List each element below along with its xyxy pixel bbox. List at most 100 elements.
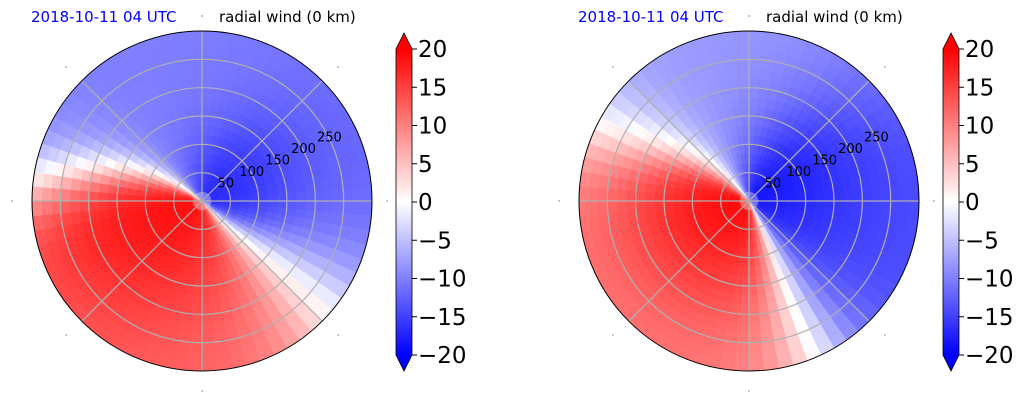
radial-tick-label: 250 xyxy=(864,130,889,145)
heatmap-cell xyxy=(201,105,211,117)
angular-tick-mark xyxy=(11,200,13,202)
heatmap-cell xyxy=(201,313,214,325)
heatmap-cell xyxy=(748,48,763,61)
heatmap-cell xyxy=(748,77,761,89)
radial-tick-label: 50 xyxy=(218,176,235,191)
colorbar-tick-label: 15 xyxy=(965,75,994,101)
heatmap-cell xyxy=(733,31,750,42)
heatmap-cell xyxy=(188,48,203,61)
heatmap-cell xyxy=(748,322,761,335)
heatmap-cell xyxy=(190,77,203,89)
heatmap-cell xyxy=(795,195,807,202)
heatmap-cell xyxy=(286,192,298,202)
heatmap-cell xyxy=(116,200,128,209)
heatmap-cell xyxy=(201,360,218,371)
heatmap-cell xyxy=(125,200,137,208)
heatmap-cell xyxy=(681,200,693,208)
heatmap-cell xyxy=(201,67,214,80)
heatmap-cell xyxy=(190,67,203,80)
angular-tick-mark xyxy=(748,15,750,17)
heatmap-cell xyxy=(741,275,750,287)
heatmap-cell xyxy=(49,187,62,202)
heatmap-cell xyxy=(870,189,883,202)
colorbar-gradient xyxy=(396,49,412,355)
colorbar-tick-label: −10 xyxy=(418,267,467,293)
heatmap-cell xyxy=(258,194,270,202)
panel-variable-title: radial wind (0 km) xyxy=(766,8,903,26)
angular-tick-mark xyxy=(612,334,614,336)
heatmap-cell xyxy=(748,115,757,127)
heatmap-cell xyxy=(201,285,211,297)
panel-variable-title: radial wind (0 km) xyxy=(219,8,356,26)
heatmap-cell xyxy=(596,200,609,215)
colorbar-tick-label: −5 xyxy=(418,228,452,254)
heatmap-cell xyxy=(201,77,214,89)
radial-tick-label: 250 xyxy=(317,130,342,145)
heatmap-cell xyxy=(186,31,203,42)
heatmap-cell xyxy=(653,192,665,202)
heatmap-cell xyxy=(186,360,203,371)
heatmap-cell xyxy=(587,186,599,202)
heatmap-cell xyxy=(823,200,835,209)
colorbar-tick-label: 0 xyxy=(418,190,433,216)
heatmap-cell xyxy=(634,190,646,202)
angular-gridline xyxy=(201,200,323,322)
angular-tick-mark xyxy=(337,334,339,336)
heatmap-cell xyxy=(748,304,760,316)
radial-tick-label: 200 xyxy=(291,142,316,157)
panel-left: 2018-10-11 04 UTC radial wind (0 km) 50 1… xyxy=(11,8,467,392)
heatmap-cell xyxy=(579,185,590,202)
heatmap-cell xyxy=(700,200,712,206)
heatmap-cell xyxy=(361,200,372,217)
heatmap-cell xyxy=(49,200,62,215)
heatmap-cell xyxy=(748,247,755,259)
angular-tick-mark xyxy=(748,390,750,392)
angular-gridline xyxy=(201,80,323,202)
colorbar-tick-label: −20 xyxy=(418,343,467,369)
angular-gridline xyxy=(81,80,203,202)
heatmap-cell xyxy=(737,322,750,335)
heatmap-cell xyxy=(40,186,52,202)
angular-tick-mark xyxy=(201,15,203,17)
heatmap-cell xyxy=(201,48,216,61)
heatmap-cell xyxy=(908,185,919,202)
heatmap-cell xyxy=(201,39,217,51)
radial-tick-label: 100 xyxy=(786,165,811,180)
heatmap-cell xyxy=(833,192,845,202)
heatmap-cell xyxy=(201,247,208,259)
heatmap-cell xyxy=(889,187,902,202)
heatmap-cell xyxy=(191,86,203,98)
heatmap-cell xyxy=(187,39,203,51)
heatmap-cell xyxy=(748,294,759,306)
heatmap-cell xyxy=(748,341,763,354)
heatmap-cells xyxy=(32,31,372,371)
heatmap-cell xyxy=(361,185,372,202)
heatmap-cell xyxy=(644,191,656,202)
heatmap-cell xyxy=(314,200,326,213)
angular-gridline xyxy=(81,200,203,322)
heatmap-cell xyxy=(153,200,165,206)
heatmap-cell xyxy=(833,200,845,210)
heatmap-cell xyxy=(738,304,750,316)
heatmap-cell xyxy=(78,189,90,202)
heatmap-cell xyxy=(672,200,684,208)
heatmap-cell xyxy=(87,190,99,202)
colorbar-tick-label: 10 xyxy=(418,114,447,140)
heatmap-cell xyxy=(97,191,109,202)
angular-gridline xyxy=(748,200,870,322)
heatmap-cell xyxy=(786,196,798,202)
heatmap-cell xyxy=(352,200,364,216)
heatmap-cell xyxy=(741,115,750,127)
heatmap-cell xyxy=(201,304,213,316)
heatmap-cell xyxy=(739,294,750,306)
heatmap-cell xyxy=(735,341,750,354)
heatmap-cell xyxy=(691,200,703,207)
heatmap-cell xyxy=(748,67,761,80)
heatmap-cell xyxy=(734,351,750,363)
heatmap-cell xyxy=(194,115,203,127)
heatmap-cell xyxy=(32,200,43,217)
heatmap-cell xyxy=(201,86,213,98)
